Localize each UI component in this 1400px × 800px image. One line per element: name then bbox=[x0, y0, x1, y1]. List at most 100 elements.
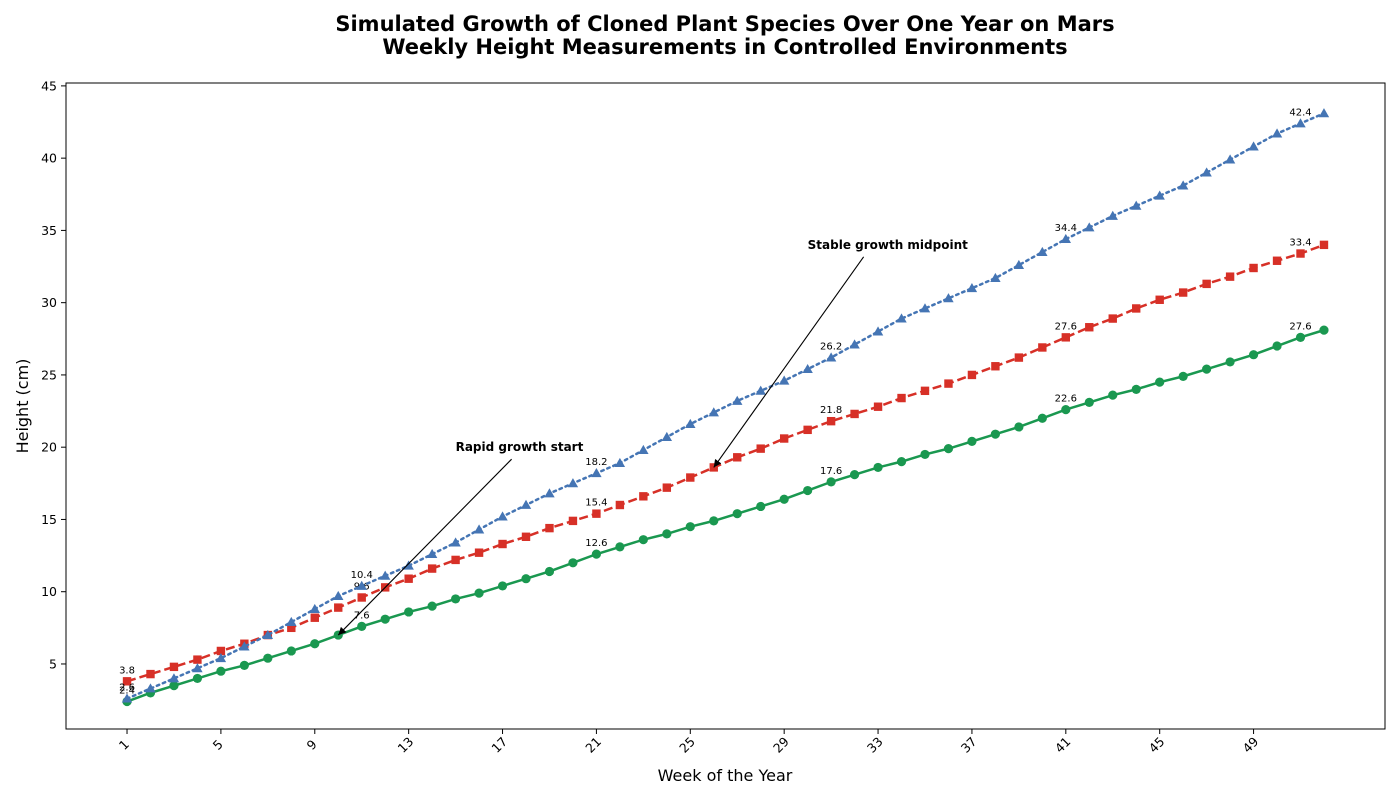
data-point bbox=[1202, 364, 1212, 374]
plot-area: 1 5 9 13 17 21 25 29 33 37 41 45 4951015202530354045… bbox=[41, 78, 1386, 756]
y-tick-label: 35 bbox=[41, 223, 57, 238]
data-point bbox=[896, 457, 907, 467]
data-point bbox=[778, 375, 790, 385]
data-point bbox=[708, 407, 719, 417]
data-point bbox=[967, 436, 977, 447]
data-point bbox=[1014, 422, 1024, 432]
data-point bbox=[334, 603, 343, 612]
data-point bbox=[1014, 353, 1024, 362]
data-point bbox=[826, 477, 836, 487]
data-point bbox=[1177, 180, 1189, 190]
data-point bbox=[544, 488, 555, 498]
data-point bbox=[1224, 154, 1236, 164]
data-point bbox=[803, 425, 812, 435]
y-tick-label: 5 bbox=[49, 656, 57, 671]
series-line-1 bbox=[126, 328, 1325, 703]
data-point bbox=[168, 673, 180, 683]
data-point bbox=[380, 614, 390, 624]
data-label: 17.6 bbox=[820, 466, 842, 477]
data-point bbox=[215, 652, 227, 663]
data-point bbox=[591, 549, 602, 559]
data-point bbox=[1108, 390, 1118, 400]
data-point bbox=[357, 621, 367, 631]
data-point bbox=[1037, 246, 1048, 256]
y-axis-label: Height (cm) bbox=[13, 359, 32, 454]
data-point bbox=[967, 370, 977, 380]
data-point bbox=[286, 646, 296, 656]
data-point bbox=[192, 663, 203, 673]
data-point bbox=[614, 457, 626, 467]
annotation-text: Stable growth midpoint bbox=[808, 238, 968, 252]
data-point bbox=[1085, 323, 1094, 332]
data-point bbox=[849, 339, 860, 349]
data-point bbox=[1319, 325, 1329, 335]
data-point bbox=[1318, 108, 1330, 118]
data-point bbox=[474, 548, 484, 557]
data-point bbox=[568, 516, 578, 526]
data-point bbox=[404, 607, 414, 617]
data-point bbox=[497, 581, 508, 591]
x-tick-label: 1 bbox=[116, 737, 132, 753]
data-label: 18.2 bbox=[585, 457, 607, 468]
data-point bbox=[1249, 263, 1258, 273]
x-tick-label: 33 bbox=[864, 734, 886, 756]
data-point bbox=[427, 564, 437, 573]
data-point bbox=[1295, 118, 1306, 128]
data-point bbox=[450, 537, 461, 547]
data-point bbox=[1084, 222, 1095, 232]
data-point bbox=[615, 500, 625, 510]
data-label: 2.6 bbox=[119, 683, 135, 694]
data-point bbox=[662, 483, 672, 492]
data-point bbox=[1013, 259, 1025, 269]
y-tick-label: 10 bbox=[41, 584, 57, 599]
data-label: 7.6 bbox=[354, 610, 370, 621]
data-point bbox=[146, 669, 155, 679]
data-point bbox=[591, 468, 602, 478]
y-tick-label: 20 bbox=[41, 440, 57, 455]
y-tick-label: 15 bbox=[41, 512, 57, 527]
data-point bbox=[427, 601, 437, 611]
data-point bbox=[521, 532, 531, 541]
data-point bbox=[943, 444, 954, 454]
chart-title-line1: Simulated Growth of Cloned Plant Species… bbox=[335, 12, 1114, 36]
data-point bbox=[779, 494, 789, 504]
series-line-2 bbox=[126, 243, 1325, 683]
data-label: 27.6 bbox=[1055, 321, 1077, 332]
data-point bbox=[615, 542, 625, 552]
data-point bbox=[239, 660, 249, 671]
data-point bbox=[592, 509, 601, 518]
x-tick-label: 37 bbox=[958, 734, 980, 756]
data-point bbox=[732, 395, 743, 405]
data-point bbox=[403, 560, 414, 570]
data-point bbox=[310, 639, 320, 649]
data-point bbox=[545, 523, 554, 533]
data-point bbox=[1201, 167, 1212, 177]
data-point bbox=[263, 653, 273, 663]
data-point bbox=[262, 629, 274, 639]
chart-title-line2: Weekly Height Measurements in Controlled… bbox=[382, 35, 1067, 59]
y-tick-label: 30 bbox=[41, 295, 57, 310]
data-point bbox=[1178, 371, 1188, 381]
data-point bbox=[379, 570, 391, 580]
data-point bbox=[1108, 314, 1117, 323]
data-point bbox=[498, 539, 507, 549]
data-point bbox=[802, 363, 813, 374]
data-point bbox=[756, 444, 765, 453]
data-point bbox=[661, 431, 673, 441]
data-point bbox=[287, 623, 296, 633]
x-tick-label: 17 bbox=[488, 734, 510, 756]
data-point bbox=[122, 677, 132, 686]
data-point bbox=[920, 386, 930, 396]
data-label: 22.6 bbox=[1055, 394, 1077, 405]
data-point bbox=[286, 616, 297, 626]
data-point bbox=[1178, 288, 1188, 297]
x-tick-label: 45 bbox=[1146, 734, 1168, 756]
data-point bbox=[709, 516, 719, 526]
data-point bbox=[193, 655, 202, 664]
data-point bbox=[991, 362, 1000, 371]
data-point bbox=[1037, 413, 1047, 423]
data-point bbox=[1272, 341, 1282, 351]
data-point bbox=[1038, 343, 1047, 352]
data-label: 27.6 bbox=[1289, 321, 1311, 332]
data-point bbox=[169, 681, 179, 691]
